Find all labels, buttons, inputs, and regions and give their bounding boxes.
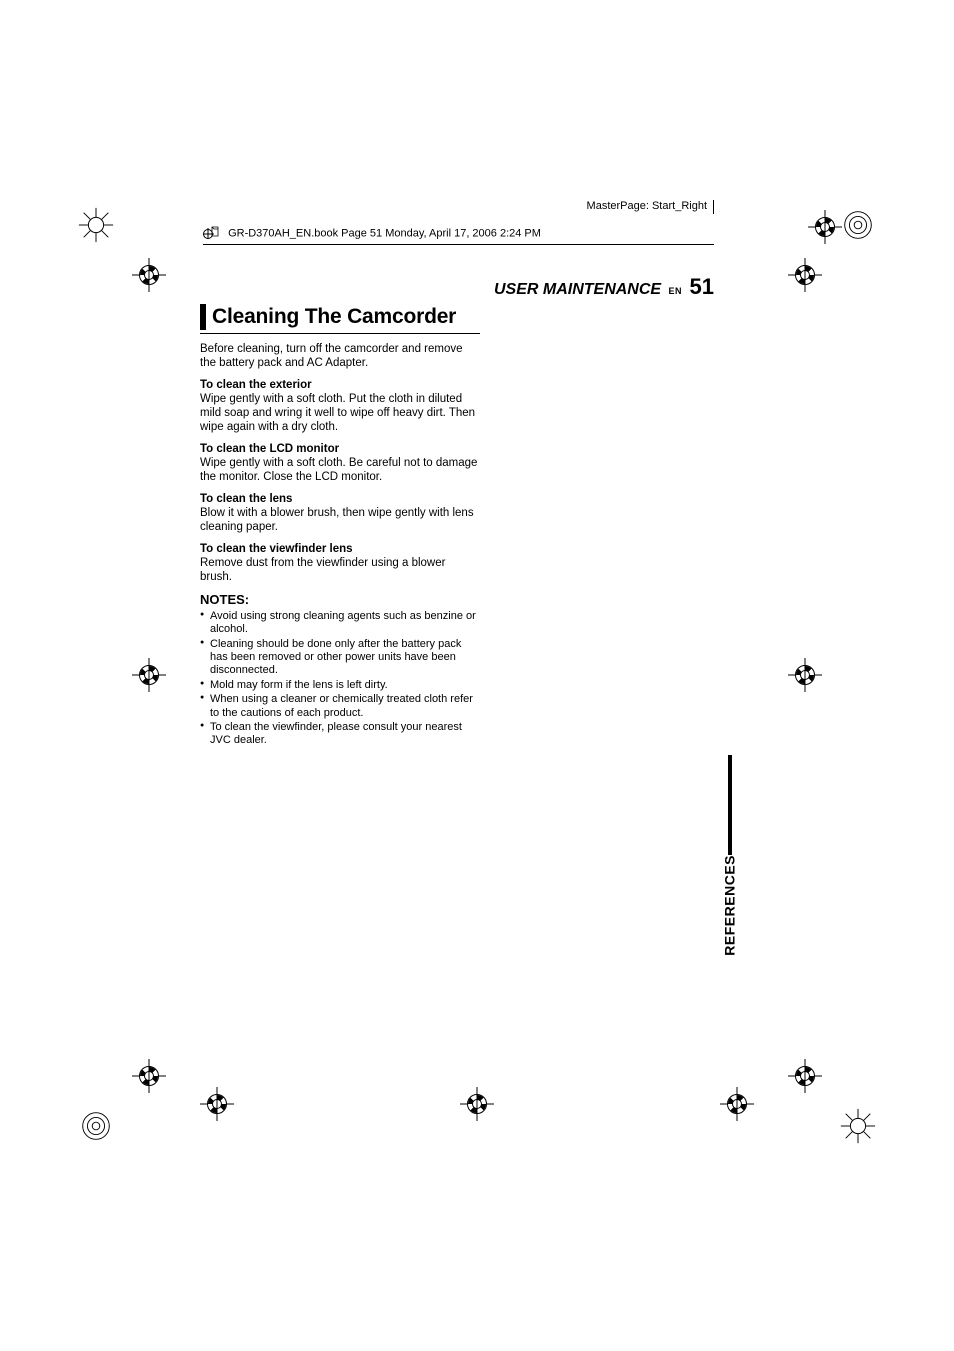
body-text: Remove dust from the viewfinder using a … [200, 557, 445, 583]
block-lcd: To clean the LCD monitor Wipe gently wit… [200, 442, 480, 484]
note-item: To clean the viewfinder, please consult … [200, 721, 480, 748]
block-viewfinder: To clean the viewfinder lens Remove dust… [200, 542, 480, 584]
block-exterior: To clean the exterior Wipe gently with a… [200, 378, 480, 434]
note-item: Avoid using strong cleaning agents such … [200, 610, 480, 637]
body-text: Blow it with a blower brush, then wipe g… [200, 507, 474, 533]
notes-heading: NOTES: [200, 592, 480, 608]
registration-mark [720, 1087, 754, 1121]
print-ornament [77, 206, 115, 244]
registration-mark [132, 258, 166, 292]
side-tab: REFERENCES [722, 755, 732, 855]
block-lens: To clean the lens Blow it with a blower … [200, 492, 480, 534]
registration-mark [460, 1087, 494, 1121]
print-ornament [77, 1107, 115, 1145]
framemaker-icon [203, 225, 219, 242]
body-text: Wipe gently with a soft cloth. Put the c… [200, 393, 475, 433]
intro-paragraph: Before cleaning, turn off the camcorder … [200, 342, 480, 370]
registration-mark [788, 258, 822, 292]
content-column: Cleaning The Camcorder Before cleaning, … [200, 304, 480, 749]
registration-mark [788, 658, 822, 692]
language-code: EN [669, 286, 683, 296]
subhead: To clean the lens [200, 493, 292, 505]
section-name: USER MAINTENANCE [494, 281, 661, 298]
subhead: To clean the LCD monitor [200, 443, 339, 455]
page-number: 51 [690, 274, 714, 299]
registration-mark [132, 658, 166, 692]
body-text: Wipe gently with a soft cloth. Be carefu… [200, 457, 477, 483]
note-item: Cleaning should be done only after the b… [200, 638, 480, 678]
title-rule [200, 333, 480, 334]
running-head: USER MAINTENANCE EN 51 [494, 274, 714, 300]
print-ornament [839, 206, 877, 244]
registration-mark [200, 1087, 234, 1121]
header-text: GR-D370AH_EN.book Page 51 Monday, April … [228, 227, 541, 239]
subhead: To clean the viewfinder lens [200, 543, 353, 555]
print-ornament [839, 1107, 877, 1145]
section-title: Cleaning The Camcorder [200, 304, 480, 330]
side-tab-label: REFERENCES [722, 855, 738, 956]
page-header: GR-D370AH_EN.book Page 51 Monday, April … [203, 225, 714, 245]
masterpage-label: MasterPage: Start_Right [587, 200, 714, 214]
note-item: Mold may form if the lens is left dirty. [200, 679, 480, 692]
page: MasterPage: Start_Right GR-D370AH_EN.boo… [0, 0, 954, 1351]
notes-list: Avoid using strong cleaning agents such … [200, 610, 480, 748]
note-item: When using a cleaner or chemically treat… [200, 693, 480, 720]
registration-mark [788, 1059, 822, 1093]
subhead: To clean the exterior [200, 379, 312, 391]
registration-mark [132, 1059, 166, 1093]
registration-mark [808, 210, 842, 244]
